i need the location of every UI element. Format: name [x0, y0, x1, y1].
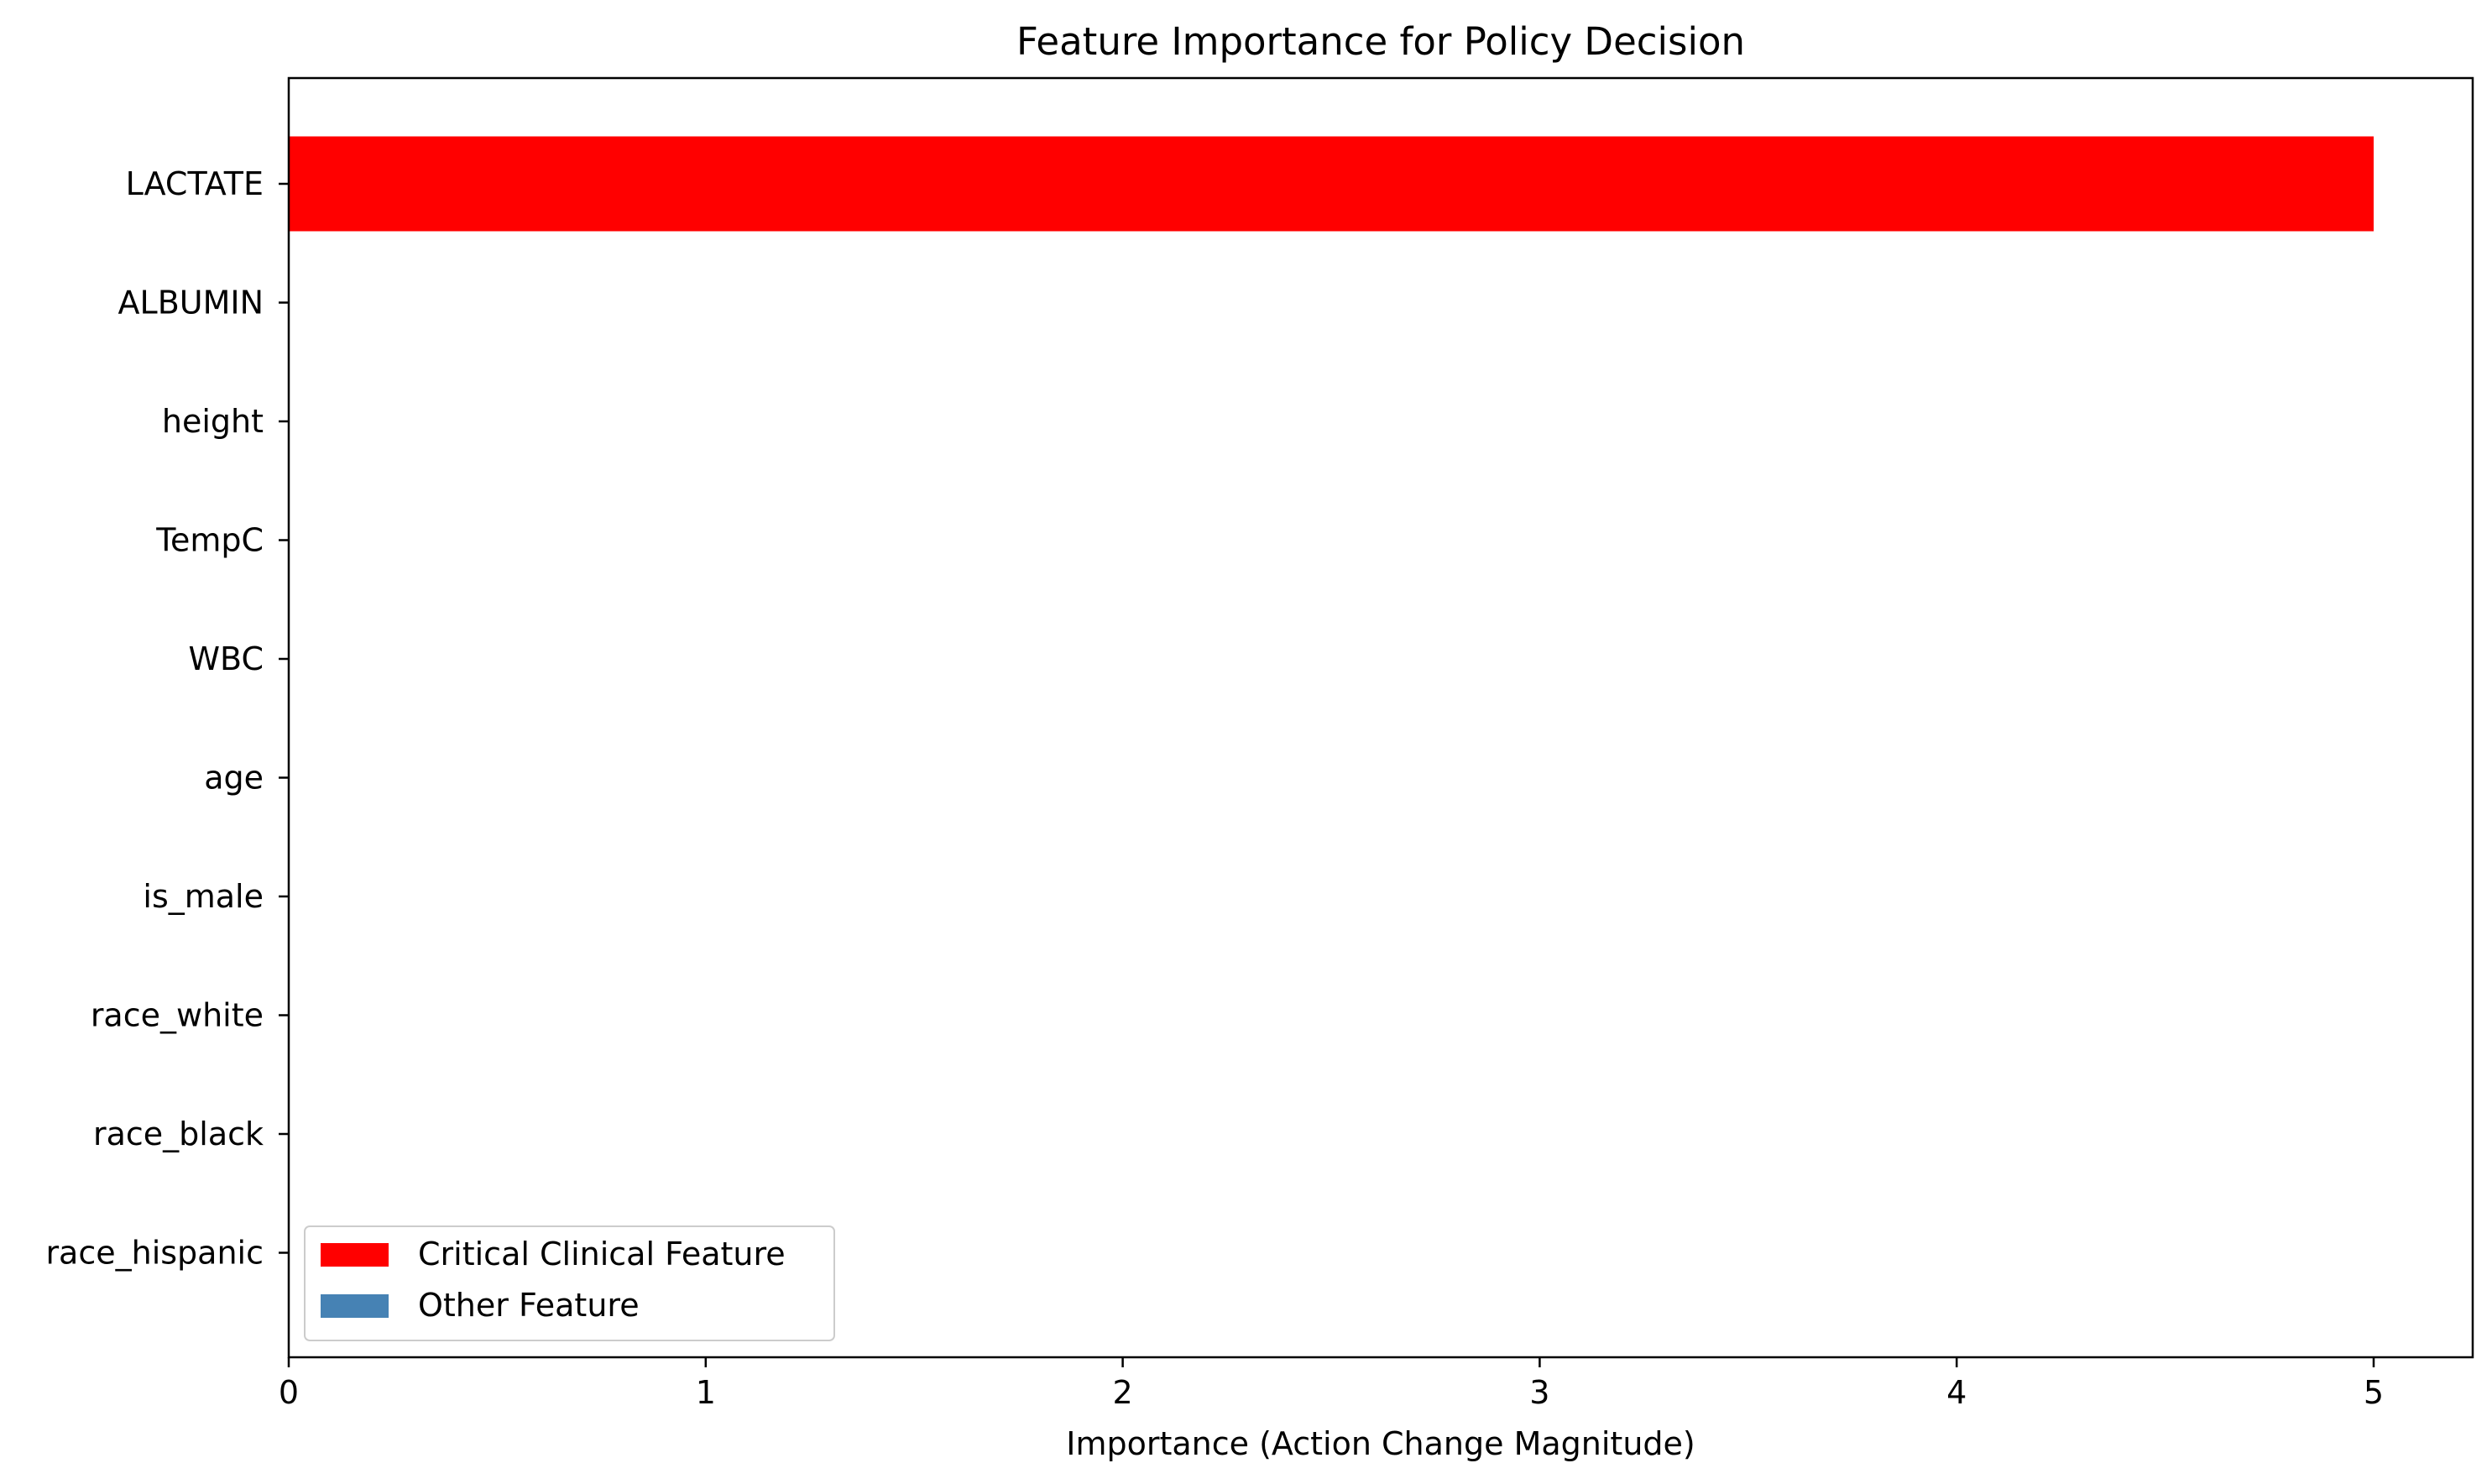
legend: Critical Clinical Feature Other Feature	[304, 1225, 835, 1341]
x-tick-label: 5	[2364, 1374, 2384, 1411]
y-tick-label: age	[204, 760, 264, 797]
x-tick-label: 2	[1113, 1374, 1133, 1411]
x-tick-label: 1	[696, 1374, 716, 1411]
y-tick-label: height	[162, 403, 264, 440]
y-tick-label: is_male	[143, 878, 264, 915]
x-tick-label: 3	[1529, 1374, 1549, 1411]
y-tick-label: ALBUMIN	[118, 285, 264, 321]
legend-box	[304, 1225, 835, 1341]
chart-title: Feature Importance for Policy Decision	[1016, 19, 1745, 64]
y-tick-label: race_hispanic	[45, 1235, 264, 1272]
x-tick-label: 0	[279, 1374, 299, 1411]
x-tick-label: 4	[1946, 1374, 1967, 1411]
axes-layer: LACTATE ALBUMIN height TempC WBC age is_malera…	[45, 165, 2384, 1411]
legend-label-other: Other Feature	[418, 1287, 640, 1324]
y-tick-label: race_black	[93, 1116, 264, 1152]
legend-label-critical: Critical Clinical Feature	[418, 1236, 786, 1272]
bars-layer	[289, 136, 2374, 232]
legend-swatch-critical	[321, 1243, 389, 1267]
bar-lactate	[289, 136, 2374, 232]
y-tick-label: TempC	[155, 522, 264, 559]
y-tick-label: WBC	[188, 640, 264, 677]
legend-swatch-other	[321, 1294, 389, 1318]
y-tick-label: LACTATE	[126, 165, 264, 202]
y-tick-label: race_white	[91, 997, 264, 1034]
x-axis-label: Importance (Action Change Magnitude)	[1066, 1425, 1695, 1462]
plot-frame	[287, 76, 2474, 1359]
